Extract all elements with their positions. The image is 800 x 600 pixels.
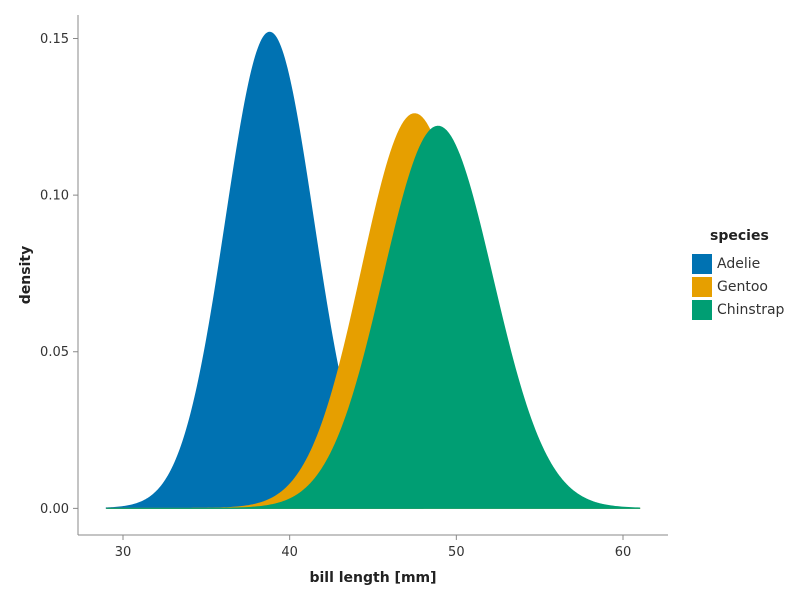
y-tick-label: 0.15 [40, 32, 69, 47]
legend-swatch-chinstrap [692, 299, 712, 320]
legend-label-chinstrap: Chinstrap [717, 301, 785, 318]
legend-label-gentoo: Gentoo [717, 278, 768, 295]
density-areas [105, 31, 641, 509]
x-tick-label: 50 [448, 545, 465, 560]
legend-swatch-gentoo [692, 276, 712, 297]
y-tick-label: 0.05 [40, 345, 69, 360]
density-area-chinstrap [106, 125, 641, 509]
legend-label-adelie: Adelie [717, 255, 761, 272]
legend-item-adelie: Adelie [692, 252, 784, 275]
legend-title: species [710, 228, 769, 244]
y-tick-label: 0.00 [40, 502, 69, 517]
axes [77, 15, 668, 536]
x-tick-label: 40 [281, 545, 298, 560]
x-tick-label: 60 [615, 545, 632, 560]
y-axis-title: density [18, 246, 34, 304]
legend-item-gentoo: Gentoo [692, 275, 784, 298]
x-tick-label: 30 [115, 545, 132, 560]
x-ticks: 30 40 50 60 [115, 535, 632, 560]
y-ticks: 0.00 0.05 0.10 0.15 [40, 32, 78, 517]
x-axis-title: bill length [mm] [309, 570, 436, 586]
legend-item-chinstrap: Chinstrap [692, 298, 784, 321]
y-tick-label: 0.10 [40, 189, 69, 204]
legend-swatch-adelie [692, 253, 712, 274]
legend: species Adelie Gentoo Chinstrap [692, 228, 784, 321]
